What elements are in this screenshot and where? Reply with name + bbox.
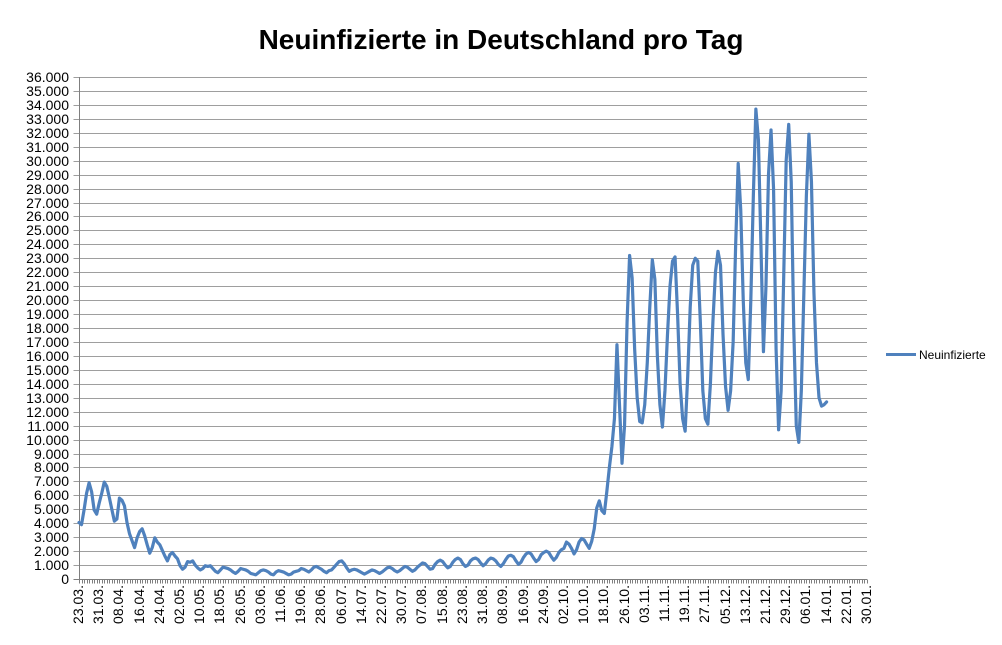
legend-label: Neuinfizierte xyxy=(919,347,986,362)
y-axis-tick-label: 6.000 xyxy=(33,487,69,504)
x-axis-tick-label: 23.08. xyxy=(453,585,470,624)
x-axis-tick-label: 21.12. xyxy=(756,585,773,624)
y-axis-tick-label: 17.000 xyxy=(26,333,69,350)
y-axis-tick-label: 7.000 xyxy=(33,473,69,490)
x-axis-tick-label: 23.03. xyxy=(70,585,86,624)
y-axis-tick-label: 4.000 xyxy=(33,515,69,532)
legend: Neuinfizierte xyxy=(886,347,986,362)
y-axis-tick-label: 30.000 xyxy=(26,152,69,169)
y-axis-tick-label: 22.000 xyxy=(26,264,69,281)
legend-line-swatch-icon xyxy=(886,353,916,356)
x-axis-tick-label: 08.04. xyxy=(110,585,127,624)
x-axis-tick-label: 16.09. xyxy=(514,585,531,624)
data-line-neuinfizierte xyxy=(77,107,829,577)
y-axis-tick-label: 20.000 xyxy=(26,292,69,309)
x-axis-tick-label: 05.12. xyxy=(716,585,733,624)
y-axis-tick-label: 0 xyxy=(61,571,69,587)
y-axis-tick-label: 21.000 xyxy=(26,278,69,295)
y-axis-tick-label: 35.000 xyxy=(26,82,69,99)
x-axis-tick-label: 18.10. xyxy=(595,585,612,624)
y-axis-tick-label: 11.000 xyxy=(27,417,69,434)
y-axis-tick-label: 1.000 xyxy=(33,557,69,574)
y-axis-tick-label: 25.000 xyxy=(26,222,69,239)
y-axis-tick-label: 3.000 xyxy=(33,529,69,546)
x-axis-tick-label: 02.05. xyxy=(171,585,188,624)
x-axis-tick-label: 11.11. xyxy=(655,585,672,622)
x-axis-tick-label: 31.08. xyxy=(474,585,491,624)
x-axis-tick-label: 03.11. xyxy=(635,585,652,623)
y-axis-tick-label: 16.000 xyxy=(26,347,69,364)
x-axis-tick-label: 26.10. xyxy=(615,585,632,624)
x-axis-tick-label: 07.08. xyxy=(413,585,430,624)
y-axis-tick-label: 34.000 xyxy=(26,96,69,113)
y-axis-tick-label: 29.000 xyxy=(26,166,69,183)
x-axis-tick-label: 19.11. xyxy=(676,585,693,623)
y-axis-tick-label: 12.000 xyxy=(26,403,69,420)
x-axis-tick-label: 22.01. xyxy=(837,585,854,624)
y-axis-tick-label: 14.000 xyxy=(26,375,69,392)
x-axis-tick-label: 16.04. xyxy=(130,585,147,624)
x-axis-tick-label: 24.09. xyxy=(534,585,551,624)
y-axis-tick-label: 2.000 xyxy=(33,543,69,560)
x-axis-tick-label: 24.04. xyxy=(150,585,167,624)
y-axis-tick-label: 13.000 xyxy=(26,389,69,406)
x-axis-tick-label: 30.01. xyxy=(858,585,874,624)
x-axis-tick-label: 14.01. xyxy=(817,585,834,624)
x-axis-tick-label: 10.10. xyxy=(575,585,592,624)
y-axis-tick-label: 32.000 xyxy=(26,124,69,141)
chart-title: Neuinfizierte in Deutschland pro Tag xyxy=(258,24,744,55)
y-axis-tick-label: 5.000 xyxy=(33,501,69,518)
x-axis-tick-label: 29.12. xyxy=(777,585,794,624)
x-axis-tick-label: 03.06. xyxy=(251,585,268,624)
x-axis-tick-label: 31.03. xyxy=(90,585,107,624)
y-axis-tick-label: 27.000 xyxy=(26,194,69,211)
x-axis-tick-label: 30.07. xyxy=(393,585,410,624)
x-axis-tick-label: 28.06. xyxy=(312,585,329,624)
x-axis-tick-label: 27.11. xyxy=(696,585,713,623)
x-axis-tick-label: 18.05. xyxy=(211,585,228,624)
y-axis-tick-label: 33.000 xyxy=(26,110,69,127)
x-axis-tick-label: 06.01. xyxy=(797,585,814,624)
y-axis-tick-label: 26.000 xyxy=(26,208,69,225)
x-axis-tick-label: 19.06. xyxy=(292,585,309,624)
x-axis-tick-label: 11.06. xyxy=(272,585,289,623)
y-axis-tick-label: 28.000 xyxy=(26,180,69,197)
x-axis-tick-label: 13.12. xyxy=(736,585,753,624)
x-axis-tick-label: 15.08. xyxy=(433,585,450,624)
y-axis-tick-label: 10.000 xyxy=(26,431,69,448)
y-axis-tick-label: 8.000 xyxy=(33,459,69,476)
y-axis-tick-label: 9.000 xyxy=(33,445,69,462)
y-axis-tick-label: 15.000 xyxy=(26,361,69,378)
y-axis-tick-label: 24.000 xyxy=(26,236,69,253)
x-axis-tick-label: 02.10. xyxy=(554,585,571,624)
y-axis-tick-label: 36.000 xyxy=(26,69,69,85)
x-axis-tick-label: 26.05. xyxy=(231,585,248,624)
y-axis-tick-label: 31.000 xyxy=(26,138,69,155)
y-axis-tick-label: 18.000 xyxy=(26,320,69,336)
x-axis-tick-label: 08.09. xyxy=(494,585,511,624)
x-axis-tick-label: 22.07. xyxy=(373,585,390,624)
x-axis-tick-label: 10.05. xyxy=(191,585,208,624)
x-axis-tick-label: 14.07. xyxy=(352,585,369,624)
x-axis-tick-label: 06.07. xyxy=(332,585,349,624)
y-axis-tick-label: 19.000 xyxy=(26,306,69,323)
y-axis-tick-label: 23.000 xyxy=(26,250,69,267)
